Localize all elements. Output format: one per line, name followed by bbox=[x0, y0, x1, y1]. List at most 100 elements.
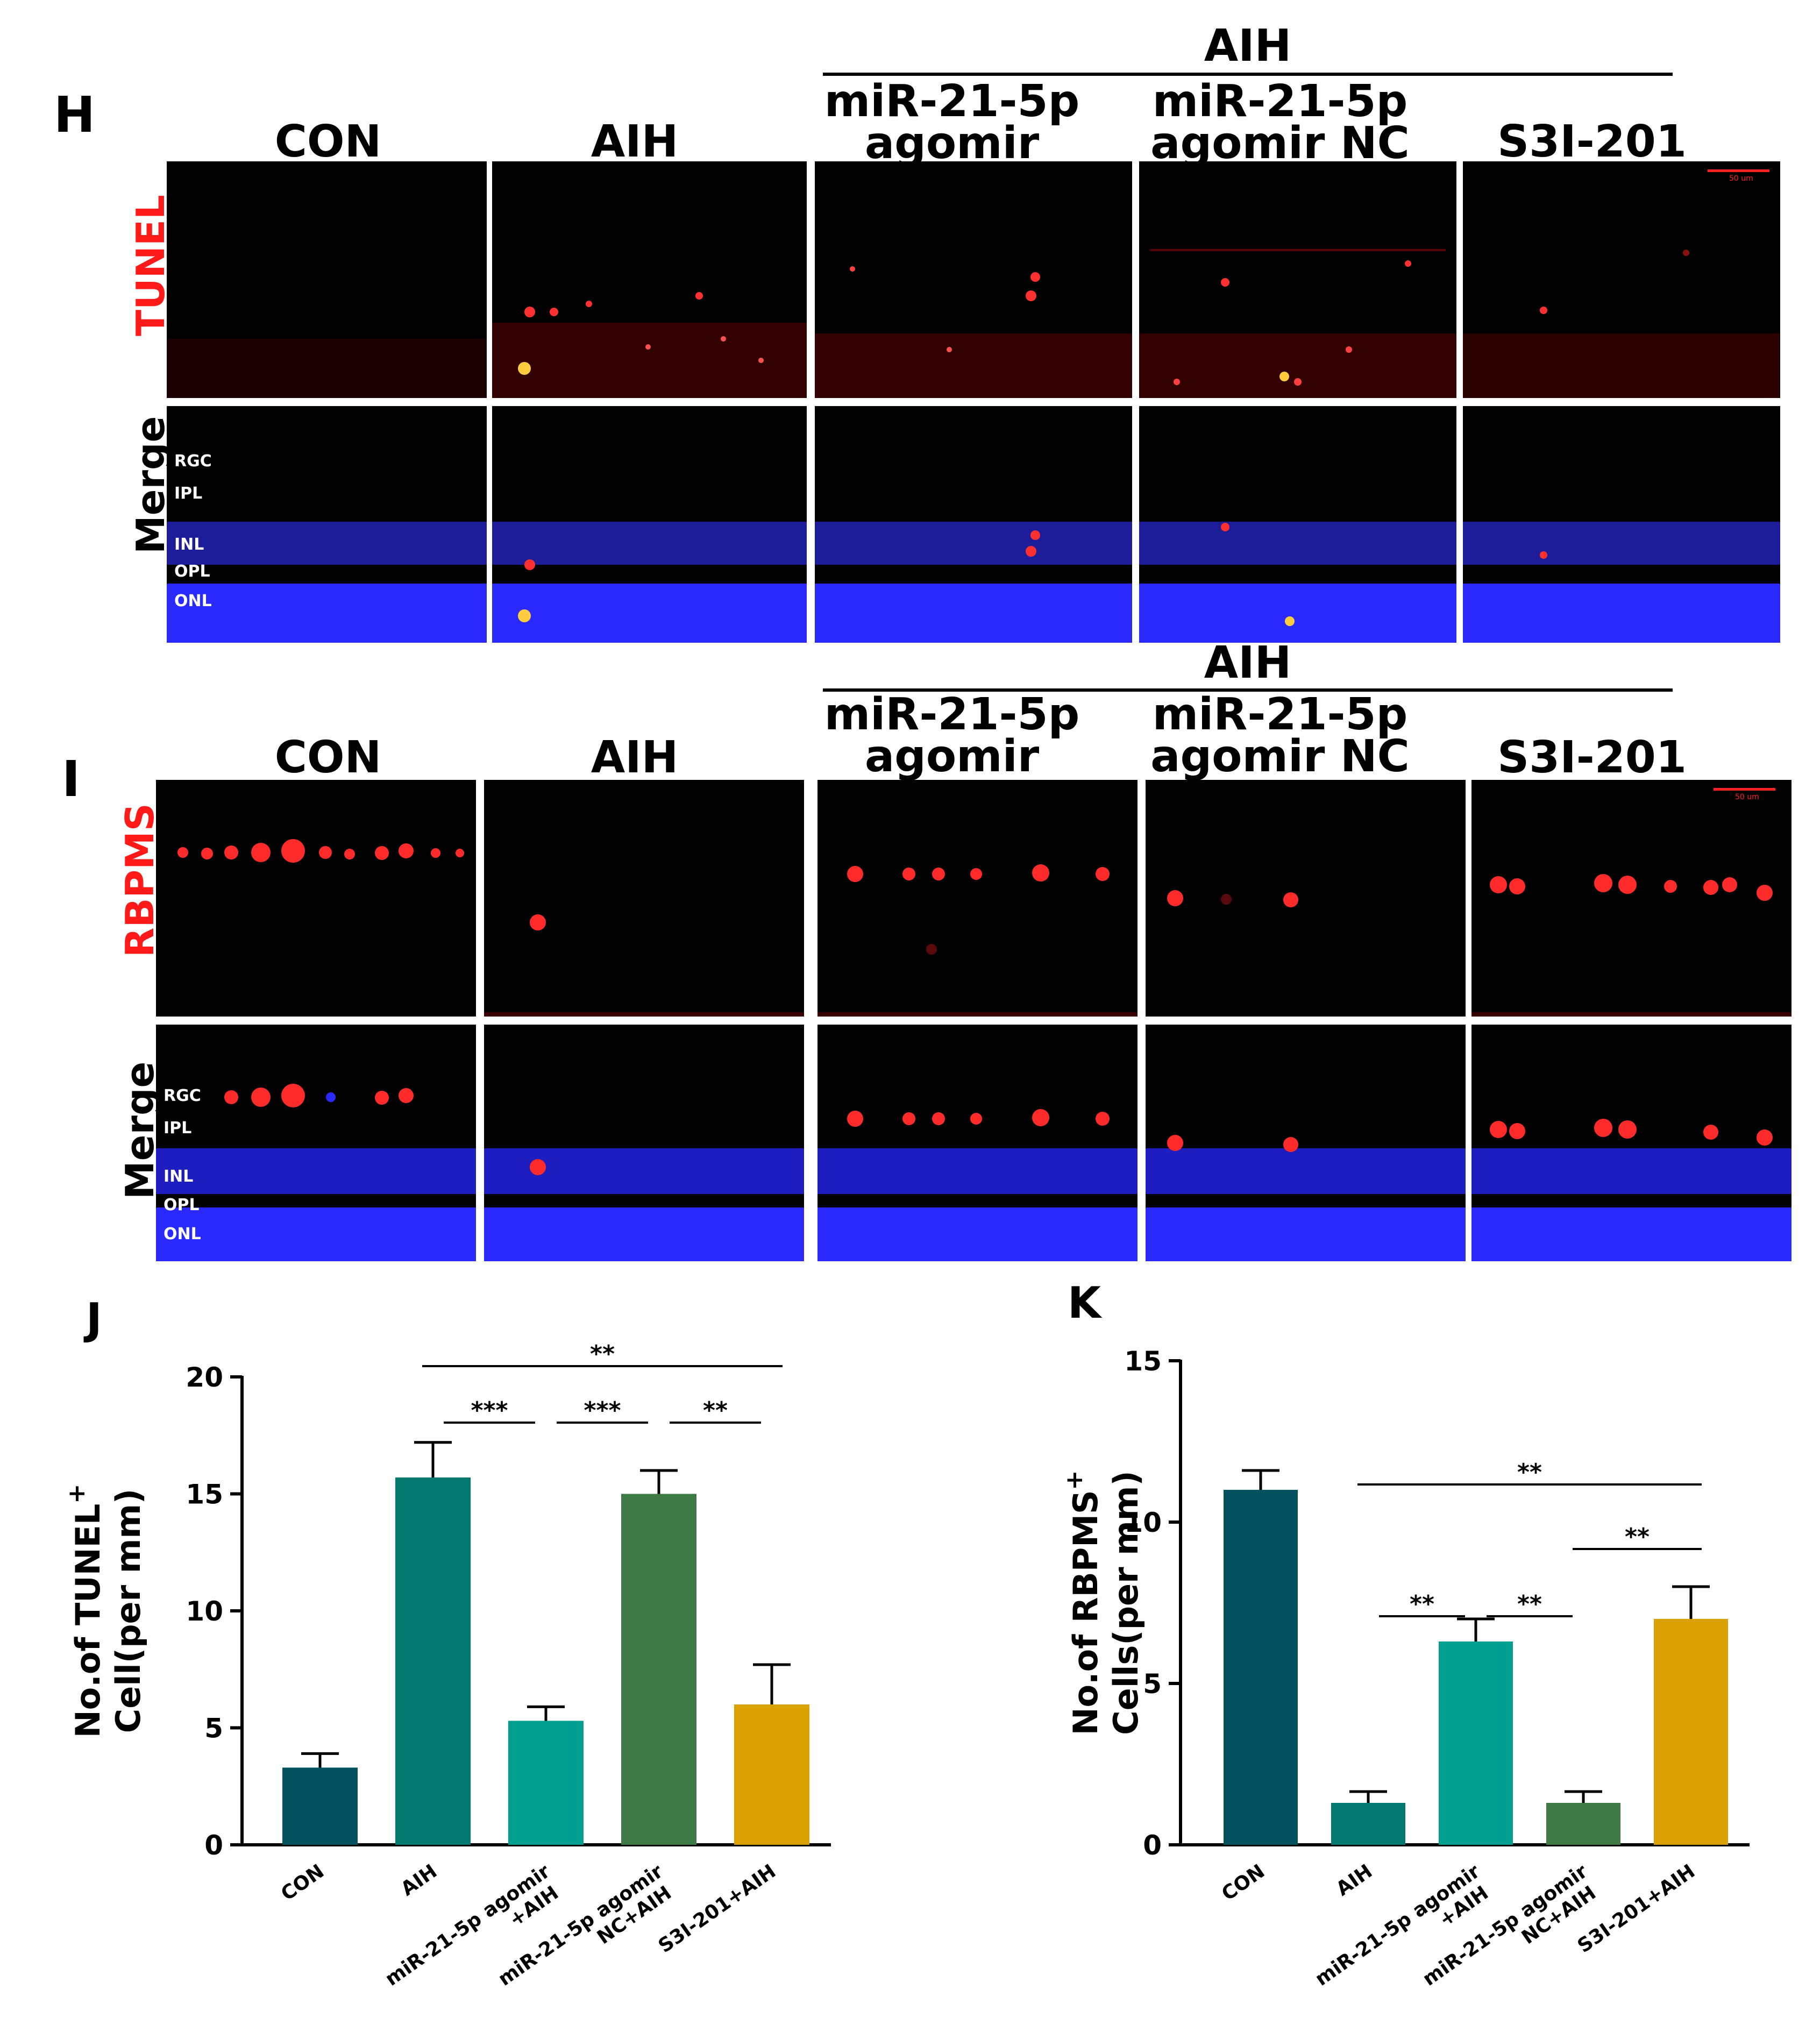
rbpms-cells-agomir bbox=[817, 864, 1138, 1017]
layer-label-onl-h: ONL bbox=[174, 592, 212, 610]
category-label-line-j-0-0: CON bbox=[277, 1860, 328, 1906]
micrograph-h-tunel-s3i: 50 um bbox=[1463, 161, 1780, 398]
micrograph-i-rbpms-nc bbox=[1146, 780, 1466, 1017]
scale-bar-i bbox=[1714, 788, 1775, 791]
merge-cells-s3i bbox=[1471, 1119, 1791, 1261]
col-head-h-2: miR-21-5p agomir bbox=[824, 76, 1080, 169]
tunel-dots-s3i bbox=[1463, 250, 1780, 398]
micrograph-h-merge-nc bbox=[1139, 406, 1456, 643]
merge-layers-con bbox=[167, 522, 487, 643]
layer-label-onl-i: ONL bbox=[163, 1225, 201, 1244]
category-label-k-0: CON bbox=[1218, 1860, 1269, 1906]
sig-label-k-1: ** bbox=[1410, 1590, 1434, 1618]
rbpms-cells-s3i bbox=[1471, 874, 1791, 1017]
col-head-h-4: S3I-201 bbox=[1497, 116, 1687, 167]
sig-label-j-2: *** bbox=[584, 1397, 621, 1424]
micrograph-h-merge-s3i bbox=[1463, 406, 1780, 643]
merge-layers-s3i bbox=[1463, 522, 1780, 643]
micrograph-i-rbpms-s3i: 50 um bbox=[1471, 780, 1791, 1017]
micrograph-i-merge-agomir bbox=[817, 1025, 1138, 1261]
tunel-dots-agomir bbox=[815, 266, 1132, 398]
aih-group-label-i: AIH bbox=[1204, 637, 1292, 688]
micrograph-i-rbpms-con bbox=[156, 780, 476, 1017]
category-label-k-1: AIH bbox=[1332, 1860, 1376, 1901]
category-label-line-j-4-0: S3I-201+AIH bbox=[655, 1860, 780, 1957]
sig-label-k-0: ** bbox=[1517, 1459, 1542, 1486]
micrograph-h-tunel-aih bbox=[492, 161, 807, 398]
panel-letter-k: K bbox=[1068, 1280, 1103, 1328]
layer-label-rgc-h: RGC bbox=[174, 452, 212, 471]
layer-label-opl-i: OPL bbox=[163, 1196, 200, 1214]
tunel-dots-aih bbox=[492, 292, 807, 398]
y-label-sup-j: + bbox=[63, 1484, 90, 1504]
micrograph-i-merge-aih bbox=[484, 1025, 804, 1261]
bar-k-0 bbox=[1224, 1490, 1298, 1845]
y-tick-label-j-2: 10 bbox=[186, 1596, 223, 1627]
micrograph-h-tunel-con bbox=[167, 161, 487, 398]
micrograph-h-tunel-nc bbox=[1139, 161, 1456, 398]
tunel-dots-nc bbox=[1139, 249, 1456, 398]
merge-cells-aih bbox=[484, 1148, 804, 1261]
bar-j-1 bbox=[395, 1477, 471, 1845]
bar-j-3 bbox=[621, 1494, 696, 1845]
col-head-i-4: S3I-201 bbox=[1497, 732, 1687, 783]
panel-letter-i: I bbox=[62, 750, 81, 808]
rbpms-cells-nc bbox=[1167, 890, 1298, 907]
micrograph-h-merge-aih bbox=[492, 406, 807, 643]
layer-label-rgc-i: RGC bbox=[163, 1086, 201, 1105]
y-tick-label-j-1: 5 bbox=[204, 1713, 223, 1744]
merge-layers-nc bbox=[1139, 522, 1456, 643]
col-head-i-3: miR-21-5p agomir NC bbox=[1150, 689, 1410, 782]
micrograph-i-merge-s3i bbox=[1471, 1025, 1791, 1261]
y-label-sup-k: + bbox=[1061, 1470, 1088, 1490]
sig-label-j-3: ** bbox=[703, 1397, 728, 1424]
category-label-line-k-1-0: AIH bbox=[1332, 1860, 1376, 1901]
y-tick-label-k-2: 10 bbox=[1124, 1507, 1162, 1538]
y-tick-label-j-0: 0 bbox=[204, 1830, 223, 1861]
bar-k-2 bbox=[1439, 1642, 1513, 1845]
bar-j-0 bbox=[282, 1767, 358, 1845]
bar-j-4 bbox=[734, 1704, 809, 1845]
y-tick-label-j-4: 20 bbox=[186, 1362, 223, 1393]
y-label-line1-k: No.of RBPMS+ bbox=[1061, 1470, 1105, 1736]
micrograph-h-tunel-agomir bbox=[815, 161, 1132, 398]
sig-label-j-1: *** bbox=[471, 1397, 508, 1424]
bar-k-4 bbox=[1654, 1619, 1728, 1845]
col-head-i-0: CON bbox=[274, 732, 382, 783]
micrograph-i-merge-nc bbox=[1146, 1025, 1466, 1261]
category-label-k-4: S3I-201+AIH bbox=[1574, 1860, 1699, 1957]
merge-layers-agomir bbox=[815, 522, 1132, 643]
category-label-line-j-1-0: AIH bbox=[397, 1860, 441, 1901]
y-tick-label-k-0: 0 bbox=[1143, 1830, 1162, 1861]
scale-text-i: 50 um bbox=[1735, 793, 1759, 801]
scale-bar-h bbox=[1708, 169, 1769, 172]
sig-label-k-3: ** bbox=[1625, 1523, 1650, 1551]
merge-layers-aih bbox=[492, 522, 807, 643]
sig-label-k-2: ** bbox=[1517, 1590, 1542, 1618]
layer-label-ipl-i: IPL bbox=[163, 1119, 192, 1138]
col-head-i-2: miR-21-5p agomir bbox=[824, 689, 1080, 782]
panel-letter-j: J bbox=[83, 1294, 102, 1344]
merge-cells-agomir bbox=[817, 1109, 1138, 1261]
y-tick-label-j-3: 15 bbox=[186, 1479, 223, 1510]
micrograph-i-rbpms-agomir bbox=[817, 780, 1138, 1017]
merge-cells-nc bbox=[1146, 1135, 1466, 1261]
bar-k-1 bbox=[1331, 1803, 1405, 1845]
micrograph-i-merge-con: RGC IPL INL OPL ONL bbox=[156, 1025, 476, 1261]
layer-label-inl-i: INL bbox=[163, 1167, 194, 1186]
micrograph-h-merge-con: RGC IPL INL OPL ONL bbox=[167, 406, 487, 643]
y-tick-label-k-3: 15 bbox=[1124, 1346, 1162, 1377]
category-label-j-1: AIH bbox=[397, 1860, 441, 1901]
layer-label-opl-h: OPL bbox=[174, 562, 210, 581]
merge-cells-con bbox=[156, 1084, 476, 1261]
y-label-line2-k: Cells(per mm) bbox=[1106, 1470, 1146, 1735]
panel-letter-h: H bbox=[54, 86, 95, 144]
category-label-j-0: CON bbox=[277, 1860, 328, 1906]
rbpms-cells-con bbox=[177, 839, 464, 863]
aih-group-line-i bbox=[823, 688, 1673, 692]
micrograph-i-rbpms-aih bbox=[484, 780, 804, 1017]
layer-label-inl-h: INL bbox=[174, 535, 204, 554]
category-label-line-k-4-0: S3I-201+AIH bbox=[1574, 1860, 1699, 1957]
layer-label-ipl-h: IPL bbox=[174, 484, 203, 503]
